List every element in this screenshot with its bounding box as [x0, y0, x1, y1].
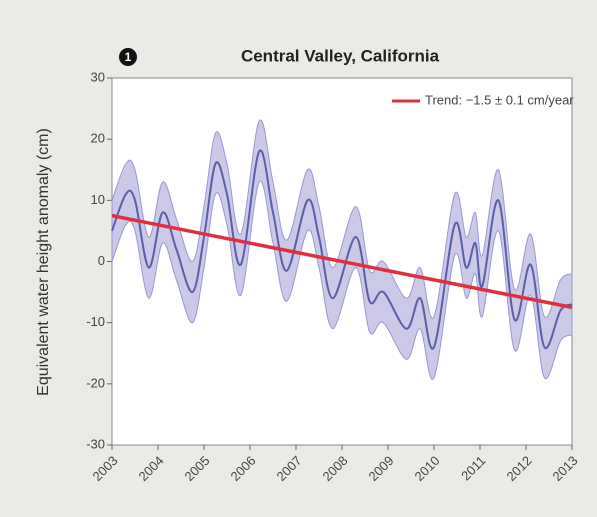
y-tick-label: -20 [86, 375, 105, 390]
x-tick-label: 2007 [273, 453, 304, 484]
data-line [111, 149, 573, 350]
x-tick-label: 2006 [227, 453, 258, 484]
panel-label: 1 [125, 50, 132, 64]
y-tick-label: 20 [91, 131, 105, 146]
x-tick-label: 2003 [89, 453, 120, 484]
y-tick-label: 10 [91, 192, 105, 207]
x-tick-label: 2005 [181, 453, 212, 484]
y-tick-label: 0 [98, 253, 105, 268]
x-tick-label: 2004 [135, 453, 166, 484]
y-tick-label: -30 [86, 436, 105, 451]
y-tick-label: 30 [91, 69, 105, 84]
uncertainty-band [111, 119, 573, 380]
y-tick-label: -10 [86, 314, 105, 329]
trend-line [111, 213, 573, 310]
legend-label: Trend: −1.5 ± 0.1 cm/year [425, 92, 574, 107]
x-tick-label: 2011 [458, 453, 488, 483]
y-axis-label: Equivalent water height anomaly (cm) [35, 128, 52, 396]
x-tick-label: 2013 [549, 453, 580, 484]
x-tick-label: 2010 [411, 453, 442, 484]
panel-badge [119, 48, 137, 66]
x-tick-label: 2009 [365, 453, 396, 484]
x-tick-label: 2012 [503, 453, 534, 484]
x-tick-label: 2008 [319, 453, 350, 484]
chart-title: Central Valley, California [241, 46, 440, 65]
